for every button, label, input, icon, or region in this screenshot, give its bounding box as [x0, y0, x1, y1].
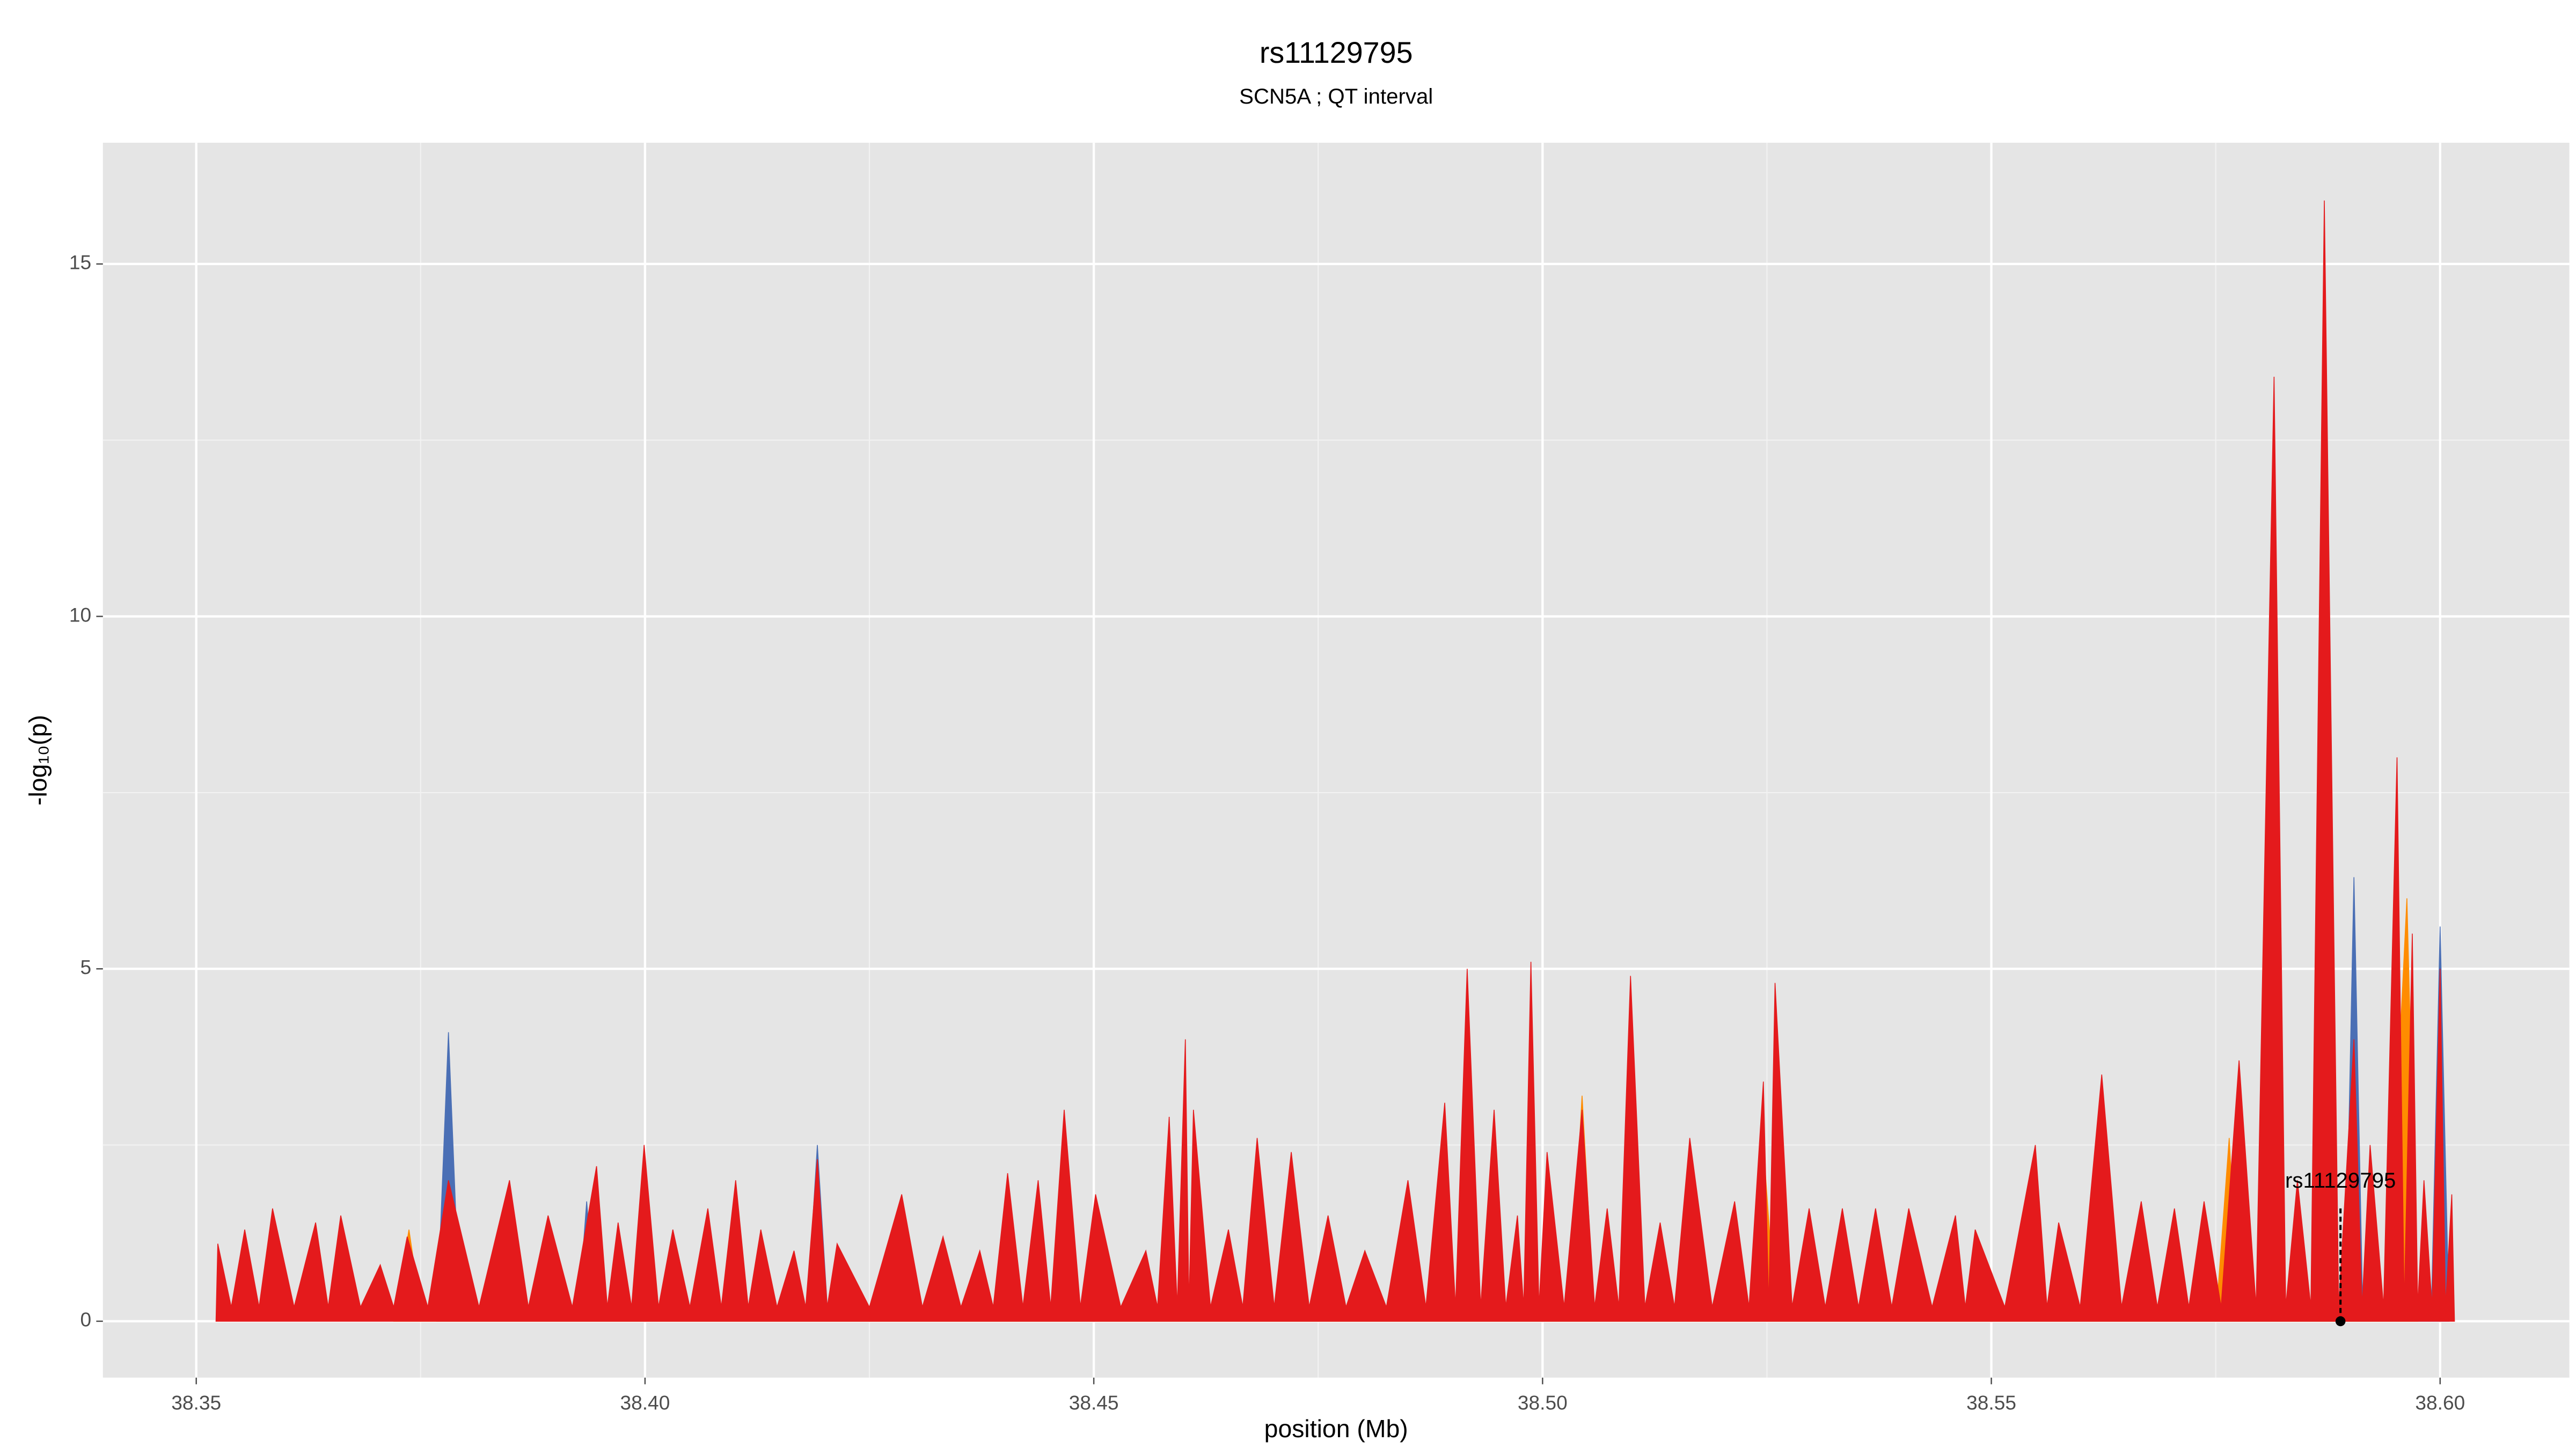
y-tick-label: 10 [69, 603, 91, 626]
y-axis-label: -log₁₀(p) [24, 715, 52, 806]
y-tick-label: 15 [69, 251, 91, 274]
x-tick-label: 38.50 [1518, 1391, 1568, 1414]
x-axis-label: position (Mb) [1264, 1415, 1408, 1443]
y-tick-label: 5 [80, 956, 91, 978]
x-tick-label: 38.60 [2415, 1391, 2465, 1414]
y-tick-label: 0 [80, 1308, 91, 1331]
area [215, 200, 2455, 1322]
x-tick-label: 38.45 [1069, 1391, 1119, 1414]
chart-title: rs11129795 [1260, 36, 1413, 69]
x-tick-label: 38.55 [1966, 1391, 2016, 1414]
x-tick-label: 38.40 [620, 1391, 670, 1414]
plot-background [103, 142, 2570, 1378]
annotation-label: rs11129795 [2285, 1168, 2396, 1192]
annotation-point [2335, 1316, 2346, 1327]
x-tick-label: 38.35 [171, 1391, 221, 1414]
chart-subtitle: SCN5A ; QT interval [1239, 84, 1433, 108]
